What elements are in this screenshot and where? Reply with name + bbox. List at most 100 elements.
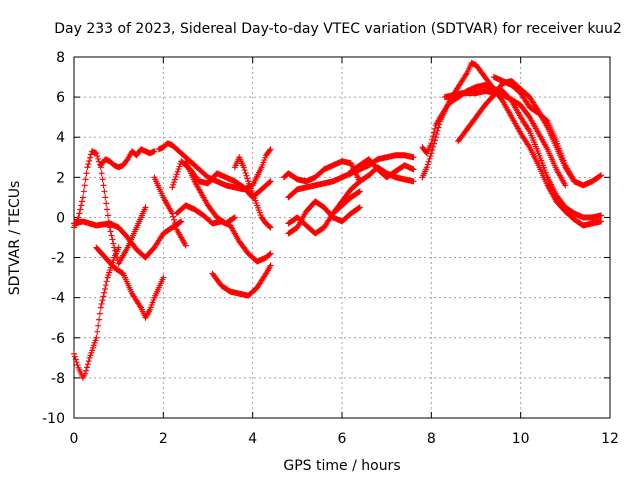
data-point <box>87 154 94 161</box>
data-point <box>99 176 106 183</box>
data-point <box>433 131 440 138</box>
series-track-6 <box>151 174 189 249</box>
data-point <box>597 172 604 179</box>
data-point <box>598 212 605 219</box>
data-point <box>266 223 273 230</box>
x-tick-label: 10 <box>512 431 530 447</box>
data-point <box>113 254 120 261</box>
data-point <box>525 142 532 149</box>
data-point <box>77 206 84 213</box>
data-point <box>430 143 437 150</box>
data-point <box>170 181 177 188</box>
series-track-4 <box>97 146 158 171</box>
data-point <box>266 251 273 258</box>
data-point <box>108 232 115 239</box>
data-point <box>598 172 605 179</box>
data-point <box>428 150 435 157</box>
data-point <box>427 153 434 160</box>
data-point <box>82 176 89 183</box>
data-point <box>97 304 104 311</box>
data-point <box>240 164 247 171</box>
data-point <box>85 358 92 365</box>
data-point <box>410 154 417 161</box>
data-point <box>80 188 87 195</box>
y-tick-label: -4 <box>51 291 65 307</box>
data-point <box>430 133 437 140</box>
data-point <box>173 171 180 178</box>
y-tick-label: -6 <box>51 331 65 347</box>
data-point <box>410 166 417 173</box>
data-point <box>74 362 81 369</box>
x-tick-label: 4 <box>248 431 257 447</box>
data-point <box>172 223 179 230</box>
data-point <box>79 198 86 205</box>
data-point <box>525 126 532 133</box>
data-point <box>356 204 363 211</box>
data-point <box>355 205 362 212</box>
data-point <box>431 140 438 147</box>
data-point <box>101 289 108 296</box>
data-point <box>83 170 90 177</box>
y-tick-label: -10 <box>42 411 65 427</box>
y-tick-label: -2 <box>51 251 65 267</box>
data-point <box>177 219 184 226</box>
data-point <box>84 361 91 368</box>
data-point <box>83 364 90 371</box>
data-point <box>109 236 116 243</box>
y-tick-labels: -10 -8 -6 -4 -2 0 2 4 6 8 <box>42 50 65 427</box>
grid-lines <box>74 57 610 418</box>
series-track-17 <box>330 164 417 217</box>
series-track-3 <box>71 218 185 261</box>
data-point <box>267 178 274 185</box>
data-point <box>171 216 178 223</box>
data-point <box>174 168 181 175</box>
data-point <box>100 293 107 300</box>
data-point <box>110 240 117 247</box>
chart-title: Day 233 of 2023, Sidereal Day-to-day VTE… <box>54 21 622 37</box>
series-track-23 <box>490 74 605 189</box>
data-point <box>111 244 118 251</box>
data-point <box>79 194 86 201</box>
data-point <box>86 157 93 164</box>
data-point <box>267 262 274 269</box>
data-point <box>107 228 114 235</box>
data-point <box>72 356 79 363</box>
data-point <box>100 182 107 189</box>
data-point <box>76 210 83 217</box>
data-point <box>96 316 103 323</box>
y-tick-label: -8 <box>51 371 65 387</box>
data-point <box>423 164 430 171</box>
data-point <box>176 163 183 170</box>
data-point <box>241 167 248 174</box>
data-point <box>178 218 185 225</box>
data-point <box>83 367 90 374</box>
data-point <box>84 164 91 171</box>
data-point <box>435 124 442 131</box>
series-track-21 <box>441 88 569 189</box>
x-tick-labels: 0 2 4 6 8 10 12 <box>70 431 619 447</box>
series-track-5 <box>93 244 167 321</box>
series-track-12 <box>231 154 274 231</box>
data-point <box>175 166 182 173</box>
data-point <box>102 282 109 289</box>
series-track-7 <box>155 140 274 193</box>
data-point <box>95 322 102 329</box>
y-tick-label: 8 <box>56 50 65 66</box>
data-point <box>95 155 102 162</box>
data-point <box>94 328 101 335</box>
data-point <box>96 310 103 317</box>
series-track-9 <box>173 202 274 265</box>
data-point <box>137 303 144 310</box>
y-tick-label: 2 <box>56 170 65 186</box>
data-point <box>103 278 110 285</box>
data-point <box>267 146 274 153</box>
x-tick-label: 12 <box>601 431 619 447</box>
data-point <box>267 224 274 231</box>
data-point <box>410 178 417 185</box>
y-tick-label: 6 <box>56 90 65 106</box>
data-point <box>172 173 179 180</box>
data-point <box>99 297 106 304</box>
data-point <box>142 204 149 211</box>
data-point <box>424 161 431 168</box>
x-tick-label: 2 <box>159 431 168 447</box>
